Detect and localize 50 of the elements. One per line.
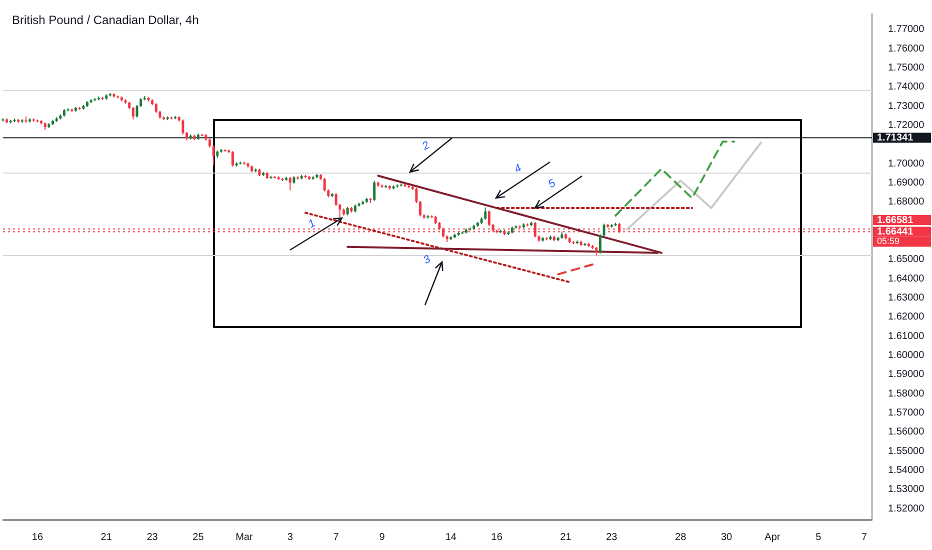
x-tick-label: 7	[862, 532, 868, 543]
annotation: 1	[306, 217, 318, 231]
text: 05:59	[877, 236, 900, 246]
x-tick-label: 23	[146, 532, 158, 543]
x-tick-label: 28	[675, 532, 687, 543]
y-tick-label: 1.74000	[888, 82, 925, 93]
y-tick-label: 1.53000	[888, 484, 925, 496]
y-tick-label: 1.58000	[888, 388, 925, 400]
ref-line-label: 1.71341	[877, 132, 914, 144]
x-tick-label: 23	[606, 532, 618, 543]
y-tick-label: 1.62000	[888, 312, 925, 323]
x-tick-label: 7	[333, 532, 340, 543]
x-tick-label: 21	[100, 532, 112, 543]
x-tick-label: 16	[491, 532, 503, 543]
y-tick-label: 1.61000	[888, 330, 925, 342]
annotation: 4	[512, 162, 524, 176]
y-tick-label: 1.72000	[888, 120, 925, 131]
y-tick-label: 1.59000	[888, 369, 925, 380]
y-tick-label: 1.64000	[888, 273, 925, 284]
ref-line-label: 1.66581	[877, 214, 914, 226]
y-tick-label: 1.65000	[888, 254, 925, 266]
x-tick-label: 16	[32, 532, 44, 543]
y-tick-label: 1.76000	[888, 43, 925, 54]
chart-title: British Pound / Canadian Dollar, 4h	[10, 12, 201, 28]
annotation: 2	[420, 139, 432, 153]
y-tick-label: 1.56000	[888, 426, 925, 438]
y-tick-label: 1.60000	[888, 350, 925, 361]
ref-line-label: 1.66441	[877, 226, 914, 238]
y-tick-label: 1.52000	[888, 503, 925, 514]
x-tick-label: 3	[287, 532, 294, 543]
x-tick-label: Apr	[764, 532, 781, 543]
x-tick-label: 25	[192, 532, 204, 543]
y-tick-label: 1.77000	[888, 24, 925, 36]
x-tick-label: 21	[560, 532, 572, 543]
y-tick-label: 1.73000	[888, 100, 925, 112]
x-tick-label: 5	[816, 532, 822, 543]
annotation: 5	[546, 177, 558, 191]
y-tick-label: 1.68000	[888, 196, 925, 208]
y-tick-label: 1.70000	[888, 158, 925, 170]
annotation: 3	[421, 253, 433, 267]
x-tick-label: 30	[720, 532, 733, 543]
x-tick-label: Mar	[236, 532, 254, 543]
y-tick-label: 1.63000	[888, 292, 925, 304]
y-tick-label: 1.69000	[888, 177, 925, 188]
y-tick-label: 1.55000	[888, 446, 925, 457]
x-tick-label: 14	[445, 532, 457, 543]
x-tick-label: 9	[379, 532, 386, 543]
y-tick-label: 1.57000	[888, 407, 925, 418]
y-tick-label: 1.75000	[888, 62, 925, 74]
y-tick-label: 1.54000	[888, 464, 925, 476]
